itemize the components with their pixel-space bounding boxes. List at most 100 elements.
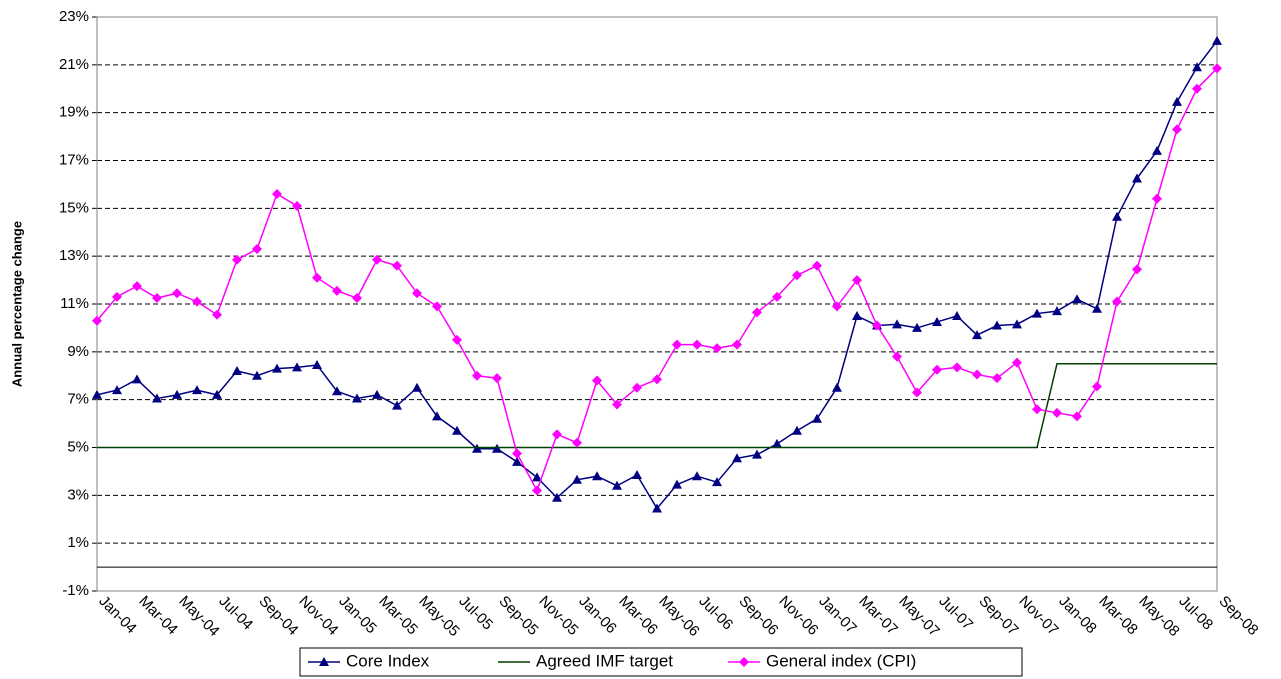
data-point: [792, 425, 802, 435]
y-tick-label: 11%: [60, 295, 89, 312]
data-point: [732, 339, 742, 350]
data-point: [772, 438, 782, 448]
data-point: [292, 200, 302, 211]
data-point: [852, 275, 862, 286]
data-point: [152, 293, 162, 304]
data-point: [592, 471, 602, 481]
data-point: [752, 449, 762, 459]
data-point: [272, 188, 282, 199]
data-point: [312, 272, 322, 283]
data-point: [512, 456, 522, 466]
data-point: [152, 393, 162, 403]
y-tick-label: 15%: [59, 199, 89, 216]
y-tick-label: 3%: [67, 486, 89, 503]
data-point: [812, 413, 822, 423]
y-tick-label: 23%: [59, 8, 89, 25]
data-point: [1072, 411, 1082, 422]
data-point: [672, 339, 682, 350]
y-tick-label: 19%: [59, 104, 89, 121]
data-point: [872, 320, 882, 331]
data-point: [452, 334, 462, 345]
data-point: [972, 369, 982, 380]
data-point: [212, 389, 222, 399]
legend-label: Agreed IMF target: [536, 651, 673, 670]
data-point: [432, 411, 442, 421]
data-point: [972, 330, 982, 340]
data-point: [652, 374, 662, 385]
y-tick-label: 21%: [59, 56, 89, 73]
data-point: [332, 386, 342, 396]
data-point: [1092, 303, 1102, 313]
data-point: [712, 477, 722, 487]
data-point: [912, 322, 922, 332]
data-point: [232, 365, 242, 375]
y-tick-label: 9%: [67, 343, 89, 360]
data-point: [512, 448, 522, 459]
data-point: [1052, 407, 1062, 418]
y-axis-label: Annual percentage change: [9, 221, 24, 387]
data-point: [1152, 145, 1162, 155]
data-point: [812, 260, 822, 271]
data-point: [692, 471, 702, 481]
data-point: [552, 492, 562, 502]
data-point: [712, 343, 722, 354]
data-point: [739, 657, 749, 667]
data-point: [1152, 193, 1162, 204]
data-point: [572, 474, 582, 484]
data-point: [272, 363, 282, 373]
data-point: [1032, 308, 1042, 318]
data-point: [252, 370, 262, 380]
data-point: [732, 453, 742, 463]
data-point: [632, 470, 642, 480]
series-line: [97, 363, 1217, 449]
data-point: [112, 385, 122, 395]
data-point: [652, 503, 662, 513]
data-point: [352, 393, 362, 403]
data-point: [372, 389, 382, 399]
data-point: [1132, 173, 1142, 183]
data-point: [1012, 357, 1022, 368]
y-tick-label: 1%: [67, 534, 89, 551]
data-point: [319, 657, 329, 666]
data-point: [252, 243, 262, 254]
data-point: [532, 472, 542, 482]
data-point: [172, 389, 182, 399]
y-tick-label: 5%: [67, 438, 89, 455]
data-point: [832, 382, 842, 392]
data-point: [112, 291, 122, 302]
data-point: [292, 362, 302, 372]
data-point: [552, 429, 562, 440]
data-point: [372, 254, 382, 265]
data-point: [1072, 294, 1082, 304]
data-point: [392, 400, 402, 410]
legend: Core Index Agreed IMF target General index…: [299, 647, 1023, 677]
legend-label: General index (CPI): [766, 651, 916, 670]
y-tick-label: 17%: [59, 151, 89, 168]
data-point: [1172, 96, 1182, 106]
data-point: [312, 359, 322, 369]
data-point: [472, 370, 482, 381]
data-point: [492, 373, 502, 384]
data-point: [192, 296, 202, 307]
data-point: [952, 310, 962, 320]
data-point: [1192, 62, 1202, 72]
legend-label: Core Index: [346, 651, 430, 670]
data-point: [1172, 124, 1182, 135]
y-tick-label: -1%: [62, 582, 89, 599]
data-point: [992, 320, 1002, 330]
data-point: [672, 479, 682, 489]
data-point: [532, 485, 542, 496]
data-point: [92, 315, 102, 326]
data-point: [332, 285, 342, 296]
data-point: [432, 301, 442, 312]
data-point: [832, 301, 842, 312]
data-point: [572, 437, 582, 448]
data-point: [412, 288, 422, 299]
data-point: [692, 339, 702, 350]
data-point: [192, 385, 202, 395]
data-point: [352, 293, 362, 304]
data-point: [412, 382, 422, 392]
data-point: [92, 389, 102, 399]
